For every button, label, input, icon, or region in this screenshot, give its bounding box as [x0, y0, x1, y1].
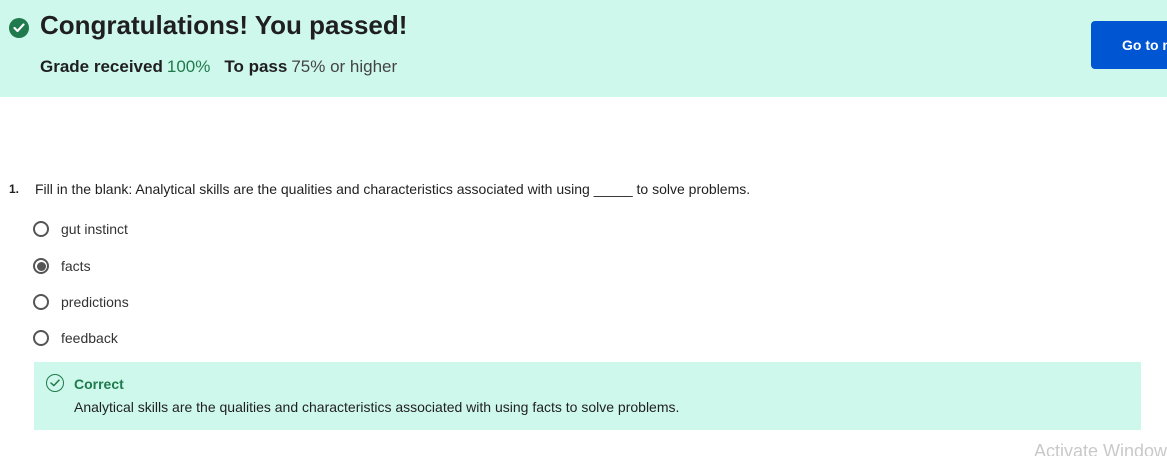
grade-received-label: Grade received — [40, 57, 163, 76]
pass-banner: Congratulations! You passed! Grade recei… — [0, 0, 1167, 97]
feedback-panel: Correct Analytical skills are the qualit… — [34, 362, 1141, 430]
radio-button-selected[interactable] — [33, 258, 49, 274]
to-pass-value: 75% or higher — [291, 57, 398, 76]
check-circle-icon — [9, 18, 29, 38]
question-text: Fill in the blank: Analytical skills are… — [35, 181, 751, 197]
to-pass-label: To pass — [224, 57, 288, 76]
check-circle-icon — [46, 374, 64, 392]
radio-button[interactable] — [33, 221, 49, 237]
option-feedback[interactable]: feedback — [33, 327, 118, 349]
question-number: 1. — [9, 182, 20, 196]
activation-watermark: Activate Windows — [1034, 441, 1167, 456]
radio-button[interactable] — [33, 294, 49, 310]
option-label: predictions — [61, 294, 129, 310]
radio-button[interactable] — [33, 330, 49, 346]
grade-summary: Grade received 100% To pass 75% or higher — [40, 57, 397, 77]
option-label: gut instinct — [61, 221, 128, 237]
go-to-next-item-button[interactable]: Go to next item — [1091, 21, 1167, 69]
option-gut-instinct[interactable]: gut instinct — [33, 218, 128, 240]
option-label: facts — [61, 258, 91, 274]
banner-title: Congratulations! You passed! — [40, 10, 408, 40]
option-label: feedback — [61, 330, 118, 346]
grade-received-value: 100% — [166, 57, 211, 76]
option-predictions[interactable]: predictions — [33, 291, 129, 313]
feedback-title: Correct — [74, 376, 124, 392]
option-facts[interactable]: facts — [33, 255, 91, 277]
feedback-text: Analytical skills are the qualities and … — [74, 399, 680, 415]
